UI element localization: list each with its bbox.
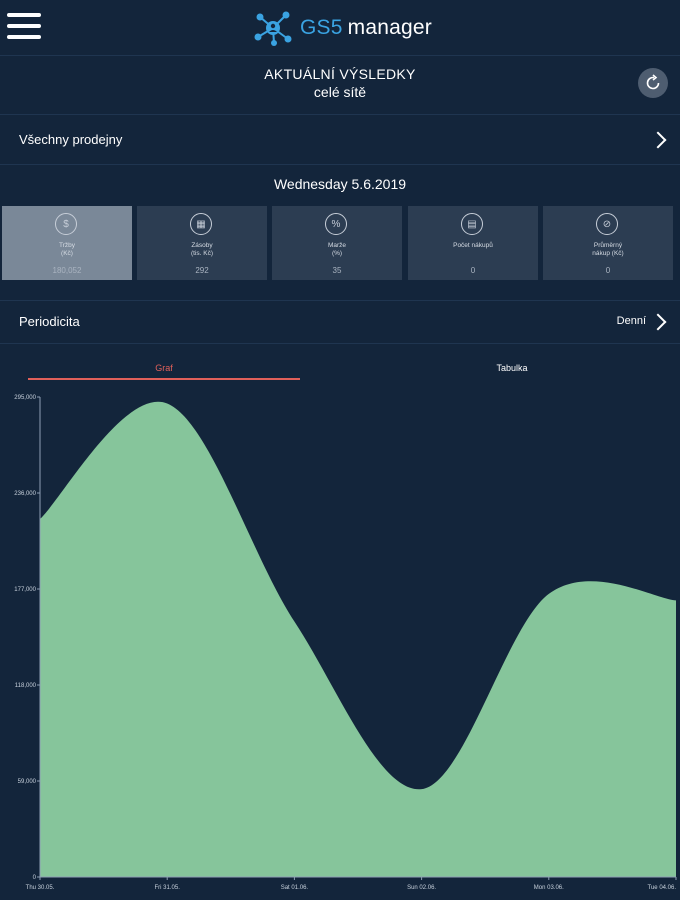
tile-value: 35	[332, 266, 342, 275]
x-tick-label: Mon 03.06.	[534, 885, 564, 891]
tile-purchases-count[interactable]: ▤ Počet nákupů 0	[408, 206, 538, 280]
average-icon: ⊘	[596, 213, 618, 235]
store-selector-label: Všechny prodejny	[19, 132, 123, 147]
revenue-area-chart: 295,000 236,000 177,000 118,000 59,000 0 Thu 3…	[14, 395, 677, 891]
y-tick-label: 236,000	[14, 491, 36, 497]
brand-name-part2: manager	[347, 16, 432, 39]
y-tick-label: 0	[33, 875, 37, 881]
dollar-icon: $	[55, 213, 77, 235]
chevron-right-icon	[649, 313, 667, 331]
tile-value: 180,052	[52, 266, 82, 275]
y-tick-label: 59,000	[18, 779, 37, 785]
page-header: AKTUÁLNÍ VÝSLEDKY celé sítě	[0, 56, 680, 115]
tile-label: Tržby (Kč)	[58, 242, 75, 257]
tile-label: Počet nákupů	[453, 242, 493, 249]
x-tick-label: Sat 01.06.	[281, 885, 309, 891]
tab-graph[interactable]: Graf	[28, 358, 300, 380]
calendar-icon: ▦	[190, 213, 212, 235]
periodicity-label: Periodicita	[19, 314, 80, 329]
view-tabs: Graf Tabulka	[0, 358, 680, 380]
current-date: Wednesday 5.6.2019	[273, 176, 407, 192]
top-bar: GS5 manager	[0, 0, 680, 56]
y-tick-label: 295,000	[14, 395, 36, 401]
chevron-right-icon	[649, 131, 667, 149]
periodicity-selector[interactable]: Periodicita Denní	[0, 300, 680, 344]
tile-value: 0	[605, 266, 611, 275]
network-nodes-icon	[254, 11, 292, 46]
x-tick-label: Fri 31.05.	[155, 885, 181, 891]
x-tick-label: Thu 30.05.	[26, 885, 55, 891]
tile-value: 292	[195, 266, 209, 275]
periodicity-value: Denní	[616, 315, 646, 327]
x-tick-label: Sun 02.06.	[407, 885, 436, 891]
tile-label: Marže (%)	[327, 242, 347, 257]
tile-stock[interactable]: ▦ Zásoby (tis. Kč) 292	[137, 206, 267, 280]
page-title: AKTUÁLNÍ VÝSLEDKY	[264, 66, 416, 82]
percent-icon: %	[325, 213, 347, 235]
tile-revenue[interactable]: $ Tržby (Kč) 180,052	[2, 206, 132, 280]
y-tick-label: 118,000	[15, 683, 37, 689]
tile-label: Zásoby (tis. Kč)	[190, 242, 214, 257]
brand-logo: GS5 manager	[252, 9, 432, 47]
tile-margin[interactable]: % Marže (%) 35	[272, 206, 402, 280]
tile-average-purchase[interactable]: ⊘ Průměrný nákup (Kč) 0	[543, 206, 673, 280]
y-tick-label: 177,000	[14, 587, 36, 593]
refresh-icon	[646, 74, 660, 90]
x-tick-label: Tue 04.06.	[648, 885, 677, 891]
hamburger-icon[interactable]	[7, 13, 41, 41]
tile-value: 0	[470, 266, 476, 275]
receipt-icon: ▤	[461, 213, 483, 235]
refresh-button[interactable]	[638, 68, 668, 98]
tile-label: Průměrný nákup (Kč)	[592, 242, 624, 257]
revenue-area-series	[40, 401, 676, 877]
tab-table[interactable]: Tabulka	[496, 363, 528, 373]
kpi-tiles: $ Tržby (Kč) 180,052 ▦ Zásoby (tis. Kč) …	[0, 206, 680, 280]
page-subtitle: celé sítě	[313, 84, 367, 100]
brand-name-part1: GS5	[300, 16, 343, 39]
store-selector[interactable]: Všechny prodejny	[0, 115, 680, 165]
